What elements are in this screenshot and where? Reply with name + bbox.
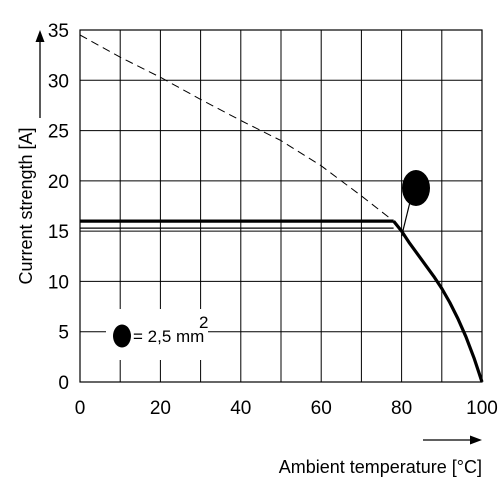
callout: 1 (401, 170, 430, 237)
y-tick-label: 20 (48, 172, 69, 193)
y-tick-label: 35 (48, 21, 69, 42)
series-line-dashed (79, 34, 394, 222)
axis-labels: Ambient temperature [°C] Current strength… (16, 127, 482, 477)
plot-frame (35, 29, 483, 445)
x-tick-label: 20 (150, 398, 171, 419)
tick-labels: 0 5 10 15 20 25 30 35 0 20 40 60 80 100 (48, 21, 498, 419)
x-axis-label: Ambient temperature [°C] (279, 457, 482, 477)
legend-superscript: 2 (199, 313, 208, 332)
callout-label: 1 (411, 180, 422, 201)
legend-text: = 2,5 mm (133, 327, 204, 346)
x-tick-label: 80 (391, 398, 412, 419)
y-tick-label: 5 (58, 323, 69, 344)
y-tick-label: 10 (48, 272, 69, 293)
y-axis-label: Current strength [A] (16, 127, 36, 284)
y-axis-arrow-head (35, 30, 45, 42)
series-line-1 (392, 220, 484, 383)
series-group (79, 34, 484, 383)
callout-marker (402, 170, 430, 206)
y-tick-label: 0 (58, 373, 69, 394)
x-tick-label: 60 (311, 398, 332, 419)
x-axis-arrow-head (470, 435, 482, 445)
y-tick-label: 25 (48, 122, 69, 143)
legend-marker-label: 1 (117, 327, 126, 346)
y-tick-label: 30 (48, 71, 69, 92)
legend-marker (113, 324, 131, 348)
y-tick-label: 15 (48, 222, 69, 243)
legend: 1 = 2,5 mm2 (106, 309, 208, 360)
x-tick-label: 100 (466, 398, 498, 419)
x-tick-label: 0 (75, 398, 86, 419)
plot-border (79, 29, 483, 383)
x-tick-label: 40 (230, 398, 251, 419)
callout-leader (401, 201, 411, 237)
